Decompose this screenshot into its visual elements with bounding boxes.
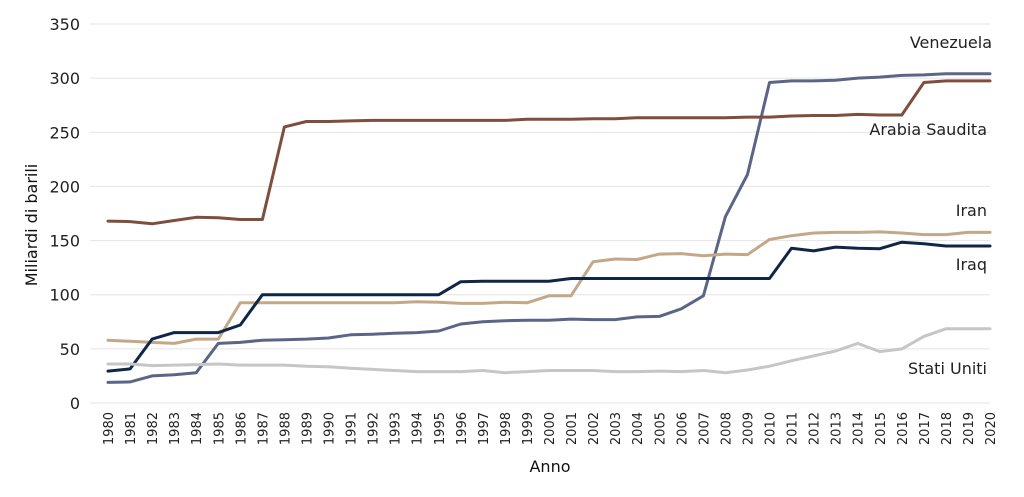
x-tick-label: 2017 bbox=[918, 412, 933, 445]
x-axis-title: Anno bbox=[529, 457, 570, 476]
x-tick-label: 1993 bbox=[389, 412, 404, 445]
y-tick-label: 150 bbox=[49, 232, 80, 251]
y-tick-label: 250 bbox=[49, 123, 80, 142]
x-tick-label: 2020 bbox=[984, 412, 999, 445]
x-tick-label: 1997 bbox=[477, 412, 492, 445]
y-axis-title: Miliardi di barili bbox=[22, 164, 41, 287]
y-tick-label: 300 bbox=[49, 69, 80, 88]
x-tick-label: 1981 bbox=[124, 412, 139, 445]
x-tick-label: 1984 bbox=[190, 412, 205, 445]
x-tick-label: 1999 bbox=[521, 412, 536, 445]
series-line-venezuela bbox=[106, 72, 992, 384]
series-label-arabia-saudita: Arabia Saudita bbox=[869, 120, 987, 139]
y-axis-tick-labels: 0 50 100 150 200 250 300 350 bbox=[49, 15, 80, 413]
x-tick-label: 1989 bbox=[300, 412, 315, 445]
x-tick-label: 1998 bbox=[499, 412, 514, 445]
x-tick-label: 2011 bbox=[786, 412, 801, 445]
series-line-stati-uniti bbox=[106, 327, 992, 375]
x-tick-label: 2003 bbox=[609, 412, 624, 445]
x-tick-label: 1986 bbox=[234, 412, 249, 445]
y-tick-label: 50 bbox=[60, 340, 80, 359]
series-label-stati-uniti: Stati Uniti bbox=[908, 359, 987, 378]
x-tick-label: 2007 bbox=[697, 412, 712, 445]
x-tick-label: 2013 bbox=[830, 412, 845, 445]
series-labels: Venezuela Arabia Saudita Iran Iraq Stati Uni… bbox=[869, 33, 992, 378]
y-tick-label: 0 bbox=[70, 394, 80, 413]
x-tick-label: 2008 bbox=[719, 412, 734, 445]
x-tick-label: 2016 bbox=[896, 412, 911, 445]
x-tick-label: 1988 bbox=[278, 412, 293, 445]
x-tick-label: 2002 bbox=[587, 412, 602, 445]
x-tick-label: 1994 bbox=[411, 412, 426, 445]
x-tick-label: 1996 bbox=[455, 412, 470, 445]
x-tick-label: 2015 bbox=[874, 412, 889, 445]
series-label-iran: Iran bbox=[956, 201, 987, 220]
x-tick-label: 2010 bbox=[764, 412, 779, 445]
y-tick-label: 100 bbox=[49, 286, 80, 305]
x-tick-label: 2012 bbox=[808, 412, 823, 445]
x-tick-label: 2018 bbox=[940, 412, 955, 445]
y-tick-label: 200 bbox=[49, 177, 80, 196]
x-tick-label: 2009 bbox=[741, 412, 756, 445]
x-tick-label: 1985 bbox=[212, 412, 227, 445]
x-tick-label: 1991 bbox=[345, 412, 360, 445]
series-label-iraq: Iraq bbox=[956, 255, 987, 274]
x-tick-label: 1995 bbox=[433, 412, 448, 445]
x-tick-label: 1982 bbox=[146, 412, 161, 445]
x-tick-label: 2006 bbox=[675, 412, 690, 445]
series-line-iraq bbox=[106, 240, 992, 373]
x-tick-label: 2019 bbox=[962, 412, 977, 445]
x-tick-label: 1983 bbox=[168, 412, 183, 445]
x-tick-label: 1980 bbox=[102, 412, 117, 445]
x-axis-tick-labels: 1980 1981 1982 1983 1984 1985 1986 1987 1988 1989… bbox=[102, 412, 999, 445]
x-tick-label: 2014 bbox=[852, 412, 867, 445]
x-tick-label: 2005 bbox=[653, 412, 668, 445]
gridlines bbox=[90, 23, 990, 404]
x-tick-label: 2001 bbox=[565, 412, 580, 445]
series-lines bbox=[106, 72, 992, 384]
x-tick-label: 1987 bbox=[256, 412, 271, 445]
x-tick-label: 1992 bbox=[367, 412, 382, 445]
series-line-arabia-saudita bbox=[106, 79, 992, 226]
x-tick-label: 1990 bbox=[323, 412, 338, 445]
x-tick-label: 2000 bbox=[543, 412, 558, 445]
y-tick-label: 350 bbox=[49, 15, 80, 34]
x-tick-label: 2004 bbox=[631, 412, 646, 445]
series-label-venezuela: Venezuela bbox=[910, 33, 992, 52]
